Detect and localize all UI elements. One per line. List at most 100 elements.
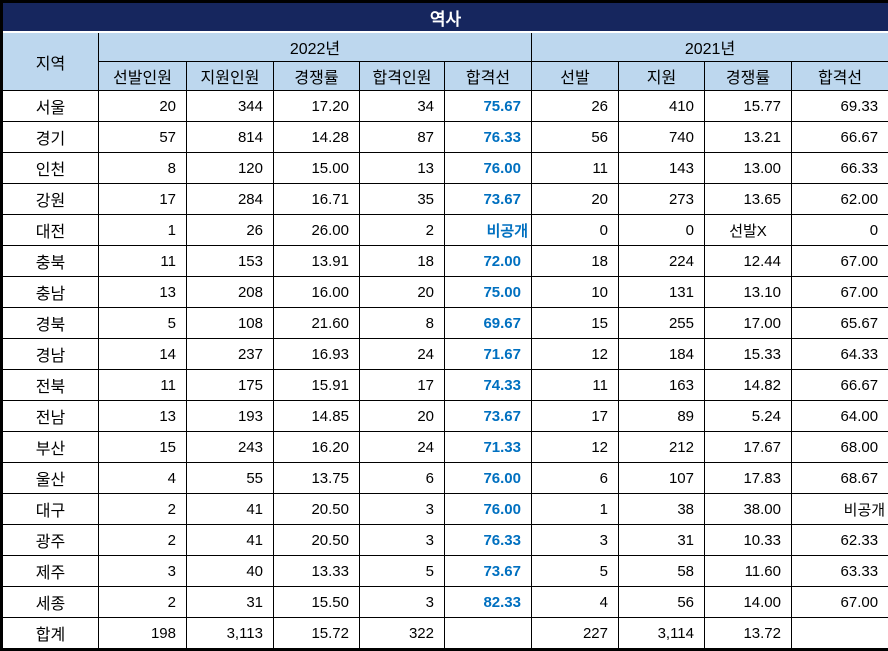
value-cell: 24 bbox=[360, 432, 445, 463]
region-cell: 경기 bbox=[2, 122, 99, 153]
value-cell: 66.67 bbox=[792, 122, 888, 153]
value-cell: 16.20 bbox=[274, 432, 360, 463]
value-cell: 38 bbox=[619, 494, 705, 525]
cutoff-2022-cell: 72.00 bbox=[445, 246, 532, 277]
value-cell: 13.00 bbox=[705, 153, 792, 184]
cutoff-2022-cell: 75.67 bbox=[445, 91, 532, 122]
region-cell: 서울 bbox=[2, 91, 99, 122]
value-cell: 31 bbox=[619, 525, 705, 556]
title-row: 역사 bbox=[2, 2, 888, 33]
value-cell: 255 bbox=[619, 308, 705, 339]
value-cell: 11 bbox=[99, 246, 187, 277]
value-cell: 11 bbox=[532, 153, 619, 184]
header-2022-cutoff: 합격선 bbox=[445, 62, 532, 91]
value-cell: 15.72 bbox=[274, 618, 360, 650]
header-region: 지역 bbox=[2, 32, 99, 91]
value-cell: 2 bbox=[360, 215, 445, 246]
region-cell: 경남 bbox=[2, 339, 99, 370]
value-cell: 184 bbox=[619, 339, 705, 370]
value-cell: 0 bbox=[532, 215, 619, 246]
region-cell: 울산 bbox=[2, 463, 99, 494]
value-cell: 56 bbox=[619, 587, 705, 618]
value-cell: 12.44 bbox=[705, 246, 792, 277]
value-cell: 175 bbox=[187, 370, 274, 401]
value-cell: 87 bbox=[360, 122, 445, 153]
value-cell: 67.00 bbox=[792, 246, 888, 277]
region-cell: 경북 bbox=[2, 308, 99, 339]
value-cell: 56 bbox=[532, 122, 619, 153]
cutoff-2022-cell: 76.00 bbox=[445, 463, 532, 494]
value-cell: 344 bbox=[187, 91, 274, 122]
value-cell: 17.00 bbox=[705, 308, 792, 339]
value-cell: 38.00 bbox=[705, 494, 792, 525]
region-cell: 충북 bbox=[2, 246, 99, 277]
cutoff-2022-cell: 비공개 bbox=[445, 215, 532, 246]
value-cell: 17 bbox=[99, 184, 187, 215]
value-cell: 55 bbox=[187, 463, 274, 494]
cutoff-2022-cell: 76.00 bbox=[445, 494, 532, 525]
value-cell: 65.67 bbox=[792, 308, 888, 339]
value-cell: 212 bbox=[619, 432, 705, 463]
header-group-2022: 2022년 bbox=[99, 32, 532, 62]
value-cell: 57 bbox=[99, 122, 187, 153]
cutoff-2022-cell: 69.67 bbox=[445, 308, 532, 339]
value-cell: 66.33 bbox=[792, 153, 888, 184]
value-cell: 14.85 bbox=[274, 401, 360, 432]
header-2021-ratio: 경쟁률 bbox=[705, 62, 792, 91]
region-cell: 전남 bbox=[2, 401, 99, 432]
value-cell: 3,114 bbox=[619, 618, 705, 650]
value-cell: 15.91 bbox=[274, 370, 360, 401]
cutoff-2022-cell: 71.67 bbox=[445, 339, 532, 370]
value-cell: 15.77 bbox=[705, 91, 792, 122]
value-cell: 198 bbox=[99, 618, 187, 650]
value-cell: 2 bbox=[99, 587, 187, 618]
value-cell: 227 bbox=[532, 618, 619, 650]
value-cell: 21.60 bbox=[274, 308, 360, 339]
value-cell: 24 bbox=[360, 339, 445, 370]
header-2021-selected: 선발 bbox=[532, 62, 619, 91]
region-cell: 세종 bbox=[2, 587, 99, 618]
cutoff-2022-cell: 76.33 bbox=[445, 122, 532, 153]
value-cell: 11 bbox=[99, 370, 187, 401]
value-cell: 69.33 bbox=[792, 91, 888, 122]
value-cell: 208 bbox=[187, 277, 274, 308]
value-cell: 31 bbox=[187, 587, 274, 618]
value-cell: 13 bbox=[99, 277, 187, 308]
value-cell: 814 bbox=[187, 122, 274, 153]
value-cell: 284 bbox=[187, 184, 274, 215]
value-cell: 4 bbox=[99, 463, 187, 494]
value-cell: 224 bbox=[619, 246, 705, 277]
value-cell: 62.00 bbox=[792, 184, 888, 215]
value-cell: 63.33 bbox=[792, 556, 888, 587]
value-cell: 14 bbox=[99, 339, 187, 370]
cutoff-2022-cell: 73.67 bbox=[445, 184, 532, 215]
header-2022-ratio: 경쟁률 bbox=[274, 62, 360, 91]
cutoff-2022-cell: 71.33 bbox=[445, 432, 532, 463]
value-cell: 12 bbox=[532, 339, 619, 370]
value-cell: 3 bbox=[360, 525, 445, 556]
header-group-2021: 2021년 bbox=[532, 32, 888, 62]
region-cell: 인천 bbox=[2, 153, 99, 184]
value-cell: 13.72 bbox=[705, 618, 792, 650]
value-cell: 163 bbox=[619, 370, 705, 401]
value-cell: 5 bbox=[360, 556, 445, 587]
value-cell: 13 bbox=[360, 153, 445, 184]
value-cell: 26 bbox=[187, 215, 274, 246]
value-cell: 15.33 bbox=[705, 339, 792, 370]
region-cell: 전북 bbox=[2, 370, 99, 401]
value-cell: 18 bbox=[532, 246, 619, 277]
value-cell: 13.65 bbox=[705, 184, 792, 215]
value-cell: 15 bbox=[532, 308, 619, 339]
value-cell: 20 bbox=[99, 91, 187, 122]
value-cell: 41 bbox=[187, 494, 274, 525]
